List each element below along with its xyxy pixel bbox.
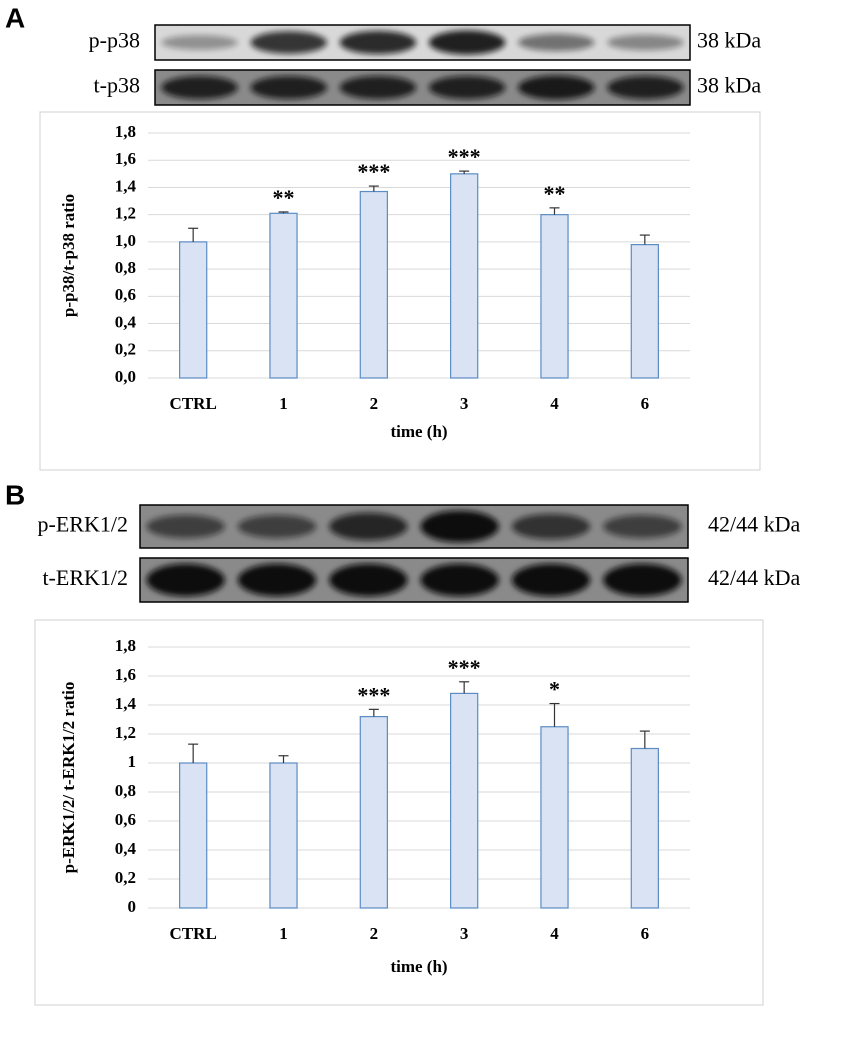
blot-image <box>139 557 689 603</box>
y-tick-label: 1,0 <box>115 231 136 250</box>
x-tick-label: 2 <box>370 394 379 413</box>
y-tick-label: 1,2 <box>115 723 136 742</box>
blot-band <box>603 514 682 539</box>
bar <box>269 212 298 379</box>
significance: * <box>549 677 560 702</box>
blot-band <box>511 563 591 597</box>
blot-band <box>250 75 327 100</box>
significance: *** <box>448 144 481 169</box>
blot-size: 38 kDa <box>697 28 761 53</box>
blot-band <box>339 75 417 100</box>
blot-label: p-ERK1/2 <box>38 512 128 537</box>
y-tick-label: 0,4 <box>115 312 137 331</box>
blot-image <box>154 69 691 106</box>
x-tick-label: 6 <box>641 924 650 943</box>
blot-label: p-p38 <box>89 28 140 53</box>
blot-band <box>420 563 499 597</box>
blot-band <box>250 31 327 54</box>
y-tick-label: 1 <box>128 752 137 771</box>
y-tick-label: 1,2 <box>115 204 136 223</box>
blot-band <box>237 514 317 539</box>
y-tick-label: 0,2 <box>115 868 136 887</box>
bar <box>359 190 388 379</box>
bar <box>630 747 659 909</box>
bar <box>540 726 569 909</box>
bar <box>540 214 569 379</box>
y-axis-label: p-ERK1/2/ t-ERK1/2 ratio <box>59 682 78 874</box>
bar <box>179 762 208 909</box>
y-tick-label: 1,4 <box>115 176 137 195</box>
blot-band <box>428 75 506 100</box>
blot-label: t-p38 <box>94 73 140 98</box>
y-tick-label: 1,8 <box>115 122 136 141</box>
y-tick-label: 1,4 <box>115 694 137 713</box>
y-tick-label: 0,2 <box>115 340 136 359</box>
blot-band <box>518 33 595 52</box>
x-tick-label: 3 <box>460 924 469 943</box>
significance: ** <box>273 185 295 210</box>
x-tick-label: 1 <box>279 924 288 943</box>
blot-band <box>603 563 682 597</box>
blot-image <box>139 504 689 549</box>
y-axis-label: p-p38/t-p38 ratio <box>59 194 78 317</box>
y-tick-label: 0,6 <box>115 810 136 829</box>
bar <box>269 762 298 909</box>
y-tick-label: 0,8 <box>115 258 136 277</box>
blot-band <box>329 512 408 541</box>
blot-label: t-ERK1/2 <box>42 565 128 590</box>
blot-band <box>518 75 595 100</box>
y-tick-label: 1,6 <box>115 665 136 684</box>
significance: ** <box>544 181 566 206</box>
significance: *** <box>357 682 390 707</box>
bar <box>359 715 388 909</box>
y-tick-label: 1,8 <box>115 636 136 655</box>
blot-band <box>607 75 684 100</box>
x-tick-label: 4 <box>550 394 559 413</box>
blot-band <box>237 563 317 597</box>
blot-size: 42/44 kDa <box>708 512 801 537</box>
blot-band <box>339 30 417 55</box>
bar <box>450 692 479 909</box>
x-axis-label: time (h) <box>390 957 447 976</box>
y-tick-label: 1,6 <box>115 149 136 168</box>
bar <box>179 241 208 379</box>
blot-band <box>511 513 591 540</box>
panel-label: A <box>5 2 25 33</box>
blot-band <box>146 514 225 539</box>
x-tick-label: 6 <box>641 394 650 413</box>
blot-size: 42/44 kDa <box>708 565 801 590</box>
x-tick-label: 4 <box>550 924 559 943</box>
blot-band <box>146 563 225 597</box>
significance: *** <box>357 159 390 184</box>
blot-band <box>420 510 499 543</box>
x-tick-label: 2 <box>370 924 379 943</box>
x-axis-label: time (h) <box>390 422 447 441</box>
y-tick-label: 0,4 <box>115 839 137 858</box>
y-tick-label: 0 <box>128 897 137 916</box>
blot-band <box>329 563 408 597</box>
y-tick-label: 0,6 <box>115 285 136 304</box>
significance: *** <box>448 655 481 680</box>
x-tick-label: CTRL <box>170 924 217 943</box>
bar <box>630 244 659 379</box>
x-tick-label: CTRL <box>170 394 217 413</box>
bar <box>450 173 479 379</box>
blot-band <box>607 34 684 51</box>
x-tick-label: 3 <box>460 394 469 413</box>
x-tick-label: 1 <box>279 394 288 413</box>
blot-band <box>428 30 506 55</box>
y-tick-label: 0,0 <box>115 367 136 386</box>
blot-size: 38 kDa <box>697 73 761 98</box>
blot-band <box>161 75 238 100</box>
panel-label: B <box>5 479 25 510</box>
blot-band <box>161 35 238 50</box>
y-tick-label: 0,8 <box>115 781 136 800</box>
blot-image <box>154 24 691 61</box>
